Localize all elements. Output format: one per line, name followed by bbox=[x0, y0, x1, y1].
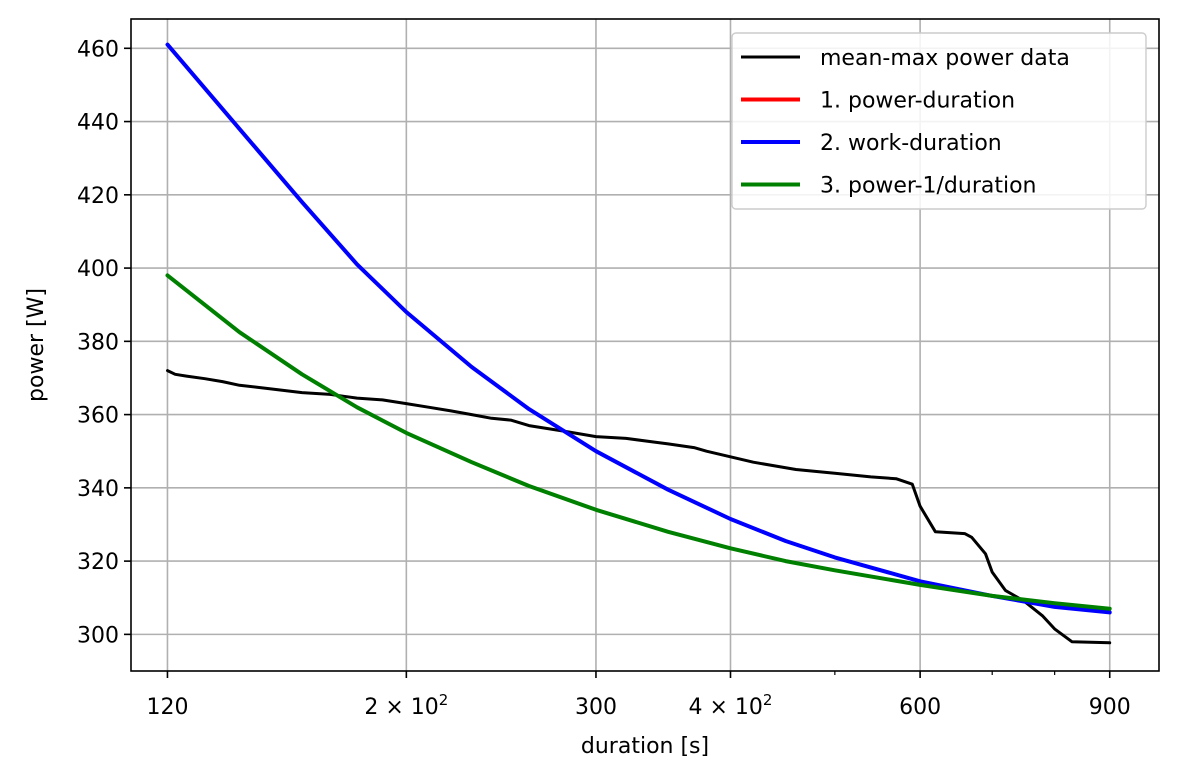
x-axis-label: duration [s] bbox=[581, 734, 709, 759]
series-line-3-power-1-duration bbox=[165, 273, 1112, 611]
legend-label: mean-max power data bbox=[820, 46, 1070, 71]
axis-ticks: 120 2 × 102 300 4 × 102 600 900 300 320 340 360 38… bbox=[77, 37, 1131, 720]
y-tick-label: 320 bbox=[77, 550, 119, 575]
legend-label: 2. work-duration bbox=[820, 131, 1002, 156]
y-tick-label: 440 bbox=[77, 111, 119, 136]
x-tick-label: 300 bbox=[575, 695, 617, 720]
legend-label: 1. power-duration bbox=[820, 89, 1015, 114]
y-tick-label: 340 bbox=[77, 477, 119, 502]
x-tick-label: 4 × 102 bbox=[689, 691, 773, 720]
y-tick-label: 360 bbox=[77, 404, 119, 429]
y-tick-label: 300 bbox=[77, 623, 119, 648]
legend: mean-max power data 1. power-duration 2. w… bbox=[731, 32, 1147, 210]
y-tick-label: 380 bbox=[77, 330, 119, 355]
x-tick-label: 600 bbox=[899, 695, 941, 720]
legend-box bbox=[731, 32, 1147, 210]
y-tick-label: 460 bbox=[77, 37, 119, 62]
x-tick-label: 120 bbox=[146, 695, 188, 720]
legend-label: 3. power-1/duration bbox=[820, 174, 1037, 199]
x-tick-label: 900 bbox=[1089, 695, 1131, 720]
plot-frame bbox=[130, 18, 1160, 672]
y-axis-label: power [W] bbox=[24, 288, 49, 402]
series-line-mean-max-power-data bbox=[166, 369, 1112, 645]
y-tick-label: 420 bbox=[77, 184, 119, 209]
x-tick-label: 2 × 102 bbox=[364, 691, 448, 720]
y-tick-label: 400 bbox=[77, 257, 119, 282]
series-lines bbox=[165, 42, 1112, 645]
